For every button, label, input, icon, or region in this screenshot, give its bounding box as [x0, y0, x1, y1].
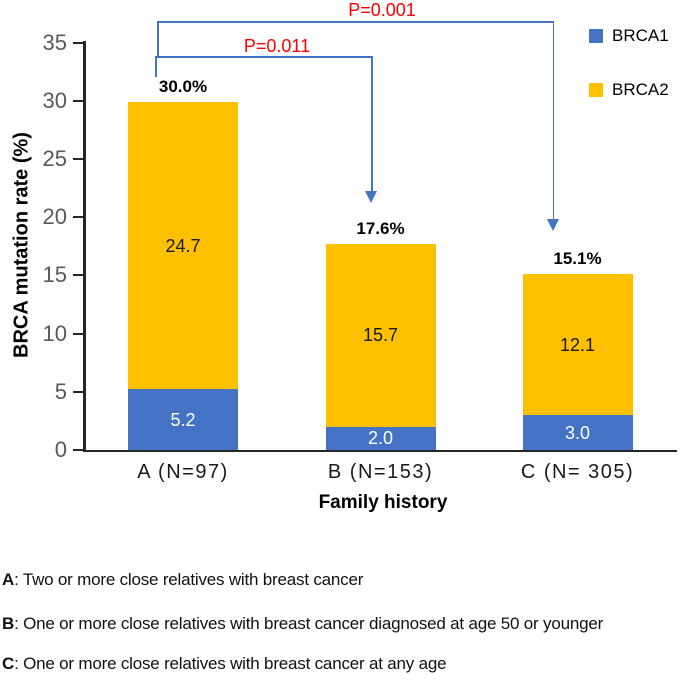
- bracket-ac-left-leg: [157, 21, 159, 56]
- brca2-value-label: 15.7: [362, 325, 399, 346]
- y-tick-mark: [73, 99, 85, 102]
- brca1-bar-segment: [325, 426, 436, 450]
- brca2-swatch-icon: [589, 83, 603, 97]
- y-tick-mark: [73, 216, 85, 219]
- bracket-ac-top-line: [157, 21, 554, 23]
- bracket-ab-left-leg: [155, 56, 157, 77]
- y-tick-label: 35: [42, 29, 67, 55]
- x-axis-line: [83, 449, 677, 452]
- brca1-bar-segment: [128, 389, 238, 450]
- legend-label-brca1: BRCA1: [612, 26, 669, 45]
- brca1-swatch-icon: [589, 29, 603, 43]
- y-tick-mark: [73, 390, 85, 393]
- y-tick-mark: [73, 158, 85, 160]
- brca1-value-label: 5.2: [170, 409, 196, 430]
- y-tick-mark: [73, 332, 85, 335]
- bracket-ac-arrow-icon: [547, 219, 559, 231]
- x-category-label: A (N=97): [137, 461, 229, 483]
- brca1-value-label: 2.0: [367, 428, 394, 449]
- y-tick-label: 20: [42, 204, 67, 230]
- brca1-bar-segment: [522, 415, 633, 450]
- y-tick-mark: [73, 449, 85, 451]
- footnote-text: : One or more close relatives with breas…: [14, 654, 447, 673]
- brca1-value-label: 3.0: [564, 422, 591, 443]
- footnote-line: B: One or more close relatives with brea…: [2, 614, 603, 634]
- legend-label-brca2: BRCA2: [612, 80, 669, 99]
- y-tick-label: 10: [42, 320, 67, 346]
- footnote-key: B: [2, 614, 15, 633]
- y-tick-label: 15: [42, 262, 67, 288]
- y-tick-mark: [73, 41, 85, 44]
- brca2-value-label: 24.7: [165, 235, 201, 256]
- footnote-line: A: Two or more close relatives with brea…: [2, 570, 363, 590]
- total-rate-label: 30.0%: [158, 76, 208, 96]
- footnote-key: C: [2, 654, 15, 673]
- bracket-ac-right-leg: [552, 21, 554, 220]
- p-value-label-a-vs-c: P=0.001: [348, 0, 416, 20]
- footnote-line: C: One or more close relatives with brea…: [2, 654, 447, 674]
- total-rate-label: 17.6%: [356, 218, 405, 238]
- y-tick-label: 30: [42, 87, 67, 113]
- footnote-key: A: [2, 570, 15, 589]
- legend-item-brca2: BRCA2: [589, 80, 669, 100]
- x-category-label: B (N=153): [327, 461, 434, 483]
- brca2-bar-segment: [128, 101, 238, 390]
- x-axis-title: Family history: [318, 492, 448, 513]
- brca2-bar-segment: [522, 274, 633, 416]
- p-value-label-a-vs-b: P=0.011: [243, 36, 311, 56]
- y-axis-line: [83, 41, 86, 452]
- x-category-label: C (N= 305): [520, 461, 635, 483]
- bracket-ab-right-leg: [371, 56, 373, 192]
- bracket-ab-arrow-icon: [365, 191, 377, 203]
- brca2-value-label: 12.1: [559, 334, 596, 355]
- brca2-bar-segment: [325, 243, 436, 427]
- footnote-text: : One or more close relatives with breas…: [14, 614, 604, 633]
- bracket-ab-top-line: [155, 56, 373, 58]
- y-tick-label: 25: [42, 146, 67, 171]
- footnote-text: : Two or more close relatives with breas…: [14, 570, 364, 589]
- legend-item-brca1: BRCA1: [589, 26, 669, 46]
- total-rate-label: 15.1%: [553, 249, 602, 269]
- y-tick-label: 5: [54, 378, 67, 404]
- y-tick-label: 0: [54, 437, 67, 462]
- y-tick-mark: [73, 274, 85, 277]
